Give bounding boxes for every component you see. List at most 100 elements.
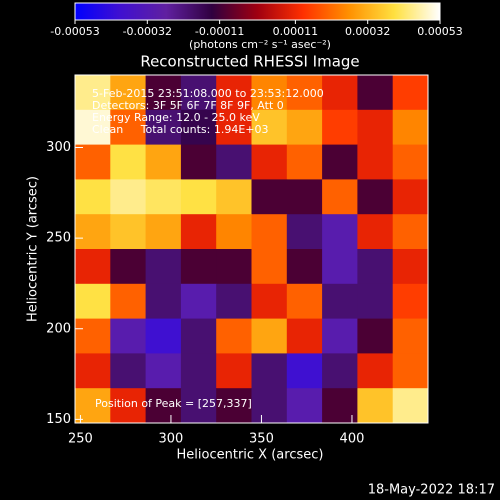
heatmap-cell (357, 109, 394, 146)
heatmap-cell (145, 144, 182, 180)
heatmap-cell (251, 75, 288, 111)
heatmap-cell (180, 179, 217, 215)
heatmap-cell (286, 318, 323, 354)
heatmap-cell (110, 179, 147, 215)
heatmap-cell (322, 318, 358, 354)
heatmap-cell (75, 353, 111, 389)
y-axis-label: Heliocentric Y (arcsec) (26, 176, 41, 322)
heatmap-cell (286, 283, 323, 320)
heatmap-cell (357, 283, 394, 320)
heatmap-cell (75, 214, 111, 250)
annotation: Energy Range: 12.0 - 25.0 keV (92, 111, 260, 124)
heatmap-cell (322, 283, 358, 320)
annotation: 5-Feb-2015 23:51:08.000 to 23:53:12.000 (92, 87, 324, 100)
heatmap-cell (322, 249, 358, 285)
heatmap-cell (357, 249, 394, 285)
heatmap-cell (322, 179, 358, 215)
heatmap-cell (392, 109, 429, 146)
heatmap-cell (392, 318, 429, 354)
heatmap-cell (110, 144, 147, 180)
heatmap-cell (75, 109, 111, 146)
heatmap-cell (392, 214, 429, 250)
heatmap-cell (110, 249, 147, 285)
heatmap-cell (357, 353, 394, 389)
heatmap-cell (357, 179, 394, 215)
heatmap-cell (145, 179, 182, 215)
heatmap-cell (75, 318, 111, 354)
y-tick-label: 300 (46, 140, 71, 155)
heatmap-cell (180, 214, 217, 250)
heatmap-cell (75, 75, 111, 111)
heatmap-cell (145, 353, 182, 389)
heatmap-cell (110, 214, 147, 250)
colorbar-tick-label: 0.00011 (273, 25, 319, 38)
heatmap-cell (322, 214, 358, 250)
colorbar-tick-label: -0.00053 (50, 25, 99, 38)
heatmap-cell (392, 179, 429, 215)
colorbar-tick-label: -0.00011 (195, 25, 244, 38)
heatmap-cell (180, 318, 217, 354)
heatmap-cell (216, 75, 252, 111)
heatmap-cell (251, 144, 288, 180)
heatmap-cell (75, 283, 111, 320)
heatmap-cell (392, 283, 429, 320)
heatmap-cell (286, 144, 323, 180)
heatmap-cell (357, 318, 394, 354)
colorbar (74, 2, 441, 21)
heatmap-cell (145, 75, 182, 111)
x-tick-label: 400 (340, 432, 365, 447)
heatmap-cell (392, 249, 429, 285)
annotation: Clean Total counts: 1.94E+03 (92, 123, 269, 136)
heatmap-cell (286, 249, 323, 285)
peak-label: Position of Peak = [257,337] (95, 397, 252, 410)
heatmap-cell (286, 109, 323, 146)
heatmap-cell (110, 388, 147, 424)
heatmap-cell (145, 109, 182, 146)
heatmap-cell (322, 144, 358, 180)
x-tick-label: 250 (68, 432, 93, 447)
heatmap-cell (145, 249, 182, 285)
heatmap-cell (110, 109, 147, 146)
heatmap-cell (251, 179, 288, 215)
heatmap-cell (251, 388, 288, 424)
heatmap-cell (392, 75, 429, 111)
colorbar-label: (photons cm⁻² s⁻¹ asec⁻²) (189, 38, 331, 51)
heatmap-cell (286, 214, 323, 250)
heatmap-cell (251, 214, 288, 250)
heatmap-cell (110, 283, 147, 320)
heatmap-cell (286, 353, 323, 389)
heatmap-cell (322, 388, 358, 424)
heatmap-cell (75, 179, 111, 215)
heatmap-cell (216, 249, 252, 285)
heatmap-cell (286, 75, 323, 111)
heatmap-cell (180, 75, 217, 111)
heatmap-cell (216, 353, 252, 389)
plot-frame (74, 74, 429, 424)
heatmap-cell (110, 318, 147, 354)
heatmap-cell (145, 214, 182, 250)
heatmap-cell (216, 109, 252, 146)
heatmap-cell (322, 109, 358, 146)
x-axis-label: Heliocentric X (arcsec) (177, 448, 324, 463)
timestamp: 18-May-2022 18:17 (368, 483, 495, 498)
heatmap-cell (75, 388, 111, 424)
heatmap-cell (180, 353, 217, 389)
heatmap-cell (216, 388, 252, 424)
heatmap-cell (251, 283, 288, 320)
heatmap-cell (180, 249, 217, 285)
colorbar-tick-label: 0.00032 (345, 25, 391, 38)
heatmap-cell (145, 388, 182, 424)
heatmap-cell (357, 144, 394, 180)
heatmap-cell (216, 179, 252, 215)
heatmap-cell (216, 214, 252, 250)
heatmap-cell (322, 353, 358, 389)
heatmap-cell (392, 353, 429, 389)
heatmap-cell (357, 214, 394, 250)
heatmap-cell (392, 388, 429, 424)
heatmap-cell (322, 75, 358, 111)
heatmap-cell (251, 318, 288, 354)
heatmap-cell (75, 144, 111, 180)
heatmap-cell (251, 109, 288, 146)
heatmap-cell (180, 144, 217, 180)
chart-title: Reconstructed RHESSI Image (140, 53, 359, 71)
